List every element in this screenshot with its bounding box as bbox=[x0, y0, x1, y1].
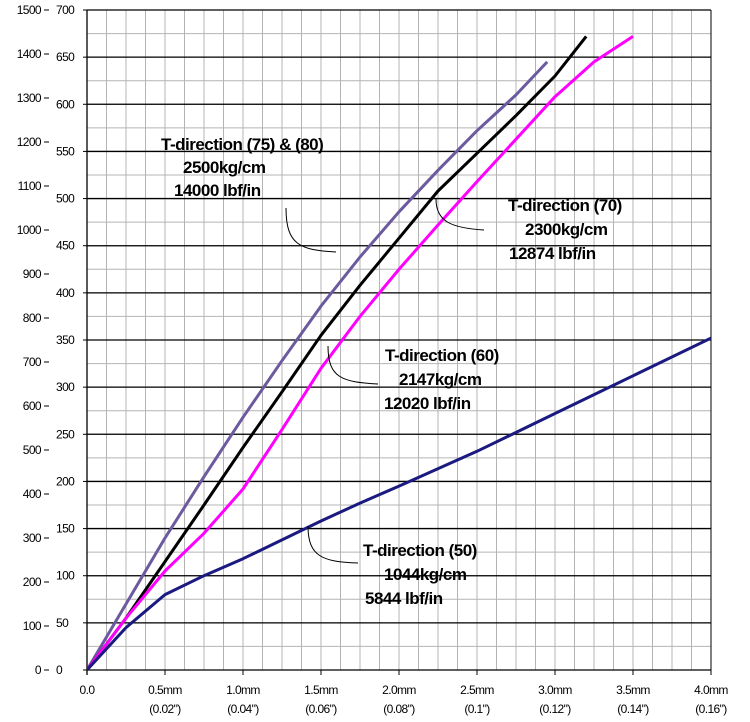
y-tick-label-inner: 200 bbox=[56, 474, 75, 488]
x-tick-sublabel: (0.14") bbox=[617, 702, 649, 716]
y-tick-label-outer: 1400 bbox=[17, 47, 42, 61]
annotation-0-line-2: 14000 lbf/in bbox=[174, 181, 261, 200]
y-tick-label-outer: 1200 bbox=[17, 135, 42, 149]
annotation-3-line-0: T-direction (50) bbox=[363, 541, 477, 560]
annotation-0-line-0: T-direction (75) & (80) bbox=[161, 135, 323, 154]
x-tick-label: 1.0mm bbox=[226, 683, 260, 697]
annotation-0-line-1: 2500kg/cm bbox=[183, 158, 266, 177]
annotation-2-line-1: 2147kg/cm bbox=[399, 370, 482, 389]
y-tick-label-inner: 100 bbox=[56, 569, 75, 583]
y-tick-label-inner: 550 bbox=[56, 144, 75, 158]
series-line-1 bbox=[87, 35, 588, 670]
x-tick-sublabel: (0.1") bbox=[464, 702, 490, 716]
annotation-2-line-0: T-direction (60) bbox=[385, 346, 499, 365]
x-tick-label: 2.5mm bbox=[460, 683, 494, 697]
y-tick-label-outer: 200 bbox=[23, 575, 42, 589]
annotation-1-line-1: 2300kg/cm bbox=[525, 220, 608, 239]
annotation-leader-3 bbox=[307, 525, 359, 564]
y-tick-label-inner: 350 bbox=[56, 333, 75, 347]
series-line-3 bbox=[87, 336, 711, 670]
y-tick-label-inner: 500 bbox=[56, 192, 75, 206]
annotation-leader-0 bbox=[285, 207, 337, 253]
annotation-3-line-2: 5844 lbf/in bbox=[365, 589, 443, 608]
x-tick-label: 1.5mm bbox=[304, 683, 338, 697]
y-tick-label-outer: 900 bbox=[23, 267, 42, 281]
y-tick-label-outer: 100 bbox=[23, 619, 42, 633]
series-lines bbox=[87, 35, 711, 670]
y-tick-label-outer: 500 bbox=[23, 443, 42, 457]
x-tick-sublabel: (0.06") bbox=[305, 702, 337, 716]
annotation-leaders bbox=[285, 198, 485, 564]
y-tick-label-outer: 400 bbox=[23, 487, 42, 501]
x-tick-label: 3.5mm bbox=[616, 683, 650, 697]
y-tick-label-inner: 50 bbox=[56, 616, 69, 630]
annotations: T-direction (75) & (80) 2500kg/cm 14000 lb… bbox=[161, 135, 622, 608]
y-tick-label-inner: 300 bbox=[56, 380, 75, 394]
annotation-leader-2 bbox=[327, 345, 379, 385]
y-tick-label-outer: 600 bbox=[23, 399, 42, 413]
y-tick-label-inner: 600 bbox=[56, 97, 75, 111]
annotation-3-line-1: 1044kg/cm bbox=[384, 565, 467, 584]
x-tick-label: 0.0 bbox=[80, 683, 96, 697]
x-tick-sublabel: (0.04") bbox=[227, 702, 259, 716]
y-tick-label-outer: 1000 bbox=[17, 223, 42, 237]
x-tick-sublabel: (0.08") bbox=[383, 702, 415, 716]
y-tick-label-outer: 1500 bbox=[17, 3, 42, 17]
y-tick-label-inner: 700 bbox=[56, 3, 75, 17]
y-tick-label-outer: 0 bbox=[35, 663, 42, 677]
x-tick-label: 0.5mm bbox=[148, 683, 182, 697]
axes bbox=[44, 9, 712, 675]
x-tick-label: 3.0mm bbox=[538, 683, 572, 697]
y-tick-label-inner: 450 bbox=[56, 239, 75, 253]
y-tick-label-outer: 700 bbox=[23, 355, 42, 369]
series-line-2 bbox=[87, 35, 634, 670]
y-tick-label-outer: 300 bbox=[23, 531, 42, 545]
annotation-1-line-2: 12874 lbf/in bbox=[509, 244, 596, 263]
annotation-leader-1 bbox=[435, 198, 485, 231]
x-tick-label: 2.0mm bbox=[382, 683, 416, 697]
y-tick-label-outer: 800 bbox=[23, 311, 42, 325]
x-tick-label: 4.0mm bbox=[694, 683, 728, 697]
y-tick-label-inner: 150 bbox=[56, 522, 75, 536]
series-line-0 bbox=[87, 60, 549, 670]
y-tick-label-inner: 250 bbox=[56, 427, 75, 441]
x-tick-sublabel: (0.12") bbox=[539, 702, 571, 716]
x-tick-sublabel: (0.02") bbox=[149, 702, 181, 716]
y-tick-label-outer: 1100 bbox=[18, 179, 42, 193]
annotation-1-line-0: T-direction (70) bbox=[508, 196, 622, 215]
grid bbox=[86, 9, 712, 671]
annotation-2-line-2: 12020 lbf/in bbox=[384, 394, 471, 413]
x-tick-sublabel: (0.16") bbox=[695, 702, 727, 716]
y-tick-label-inner: 400 bbox=[56, 286, 75, 300]
y-tick-label-outer: 1300 bbox=[17, 91, 42, 105]
tick-labels: 0.0 0.5mm (0.02") 1.0mm (0.04") 1.5mm (0.06") 2… bbox=[17, 3, 729, 716]
y-tick-label-inner: 0 bbox=[56, 663, 63, 677]
y-tick-label-inner: 650 bbox=[56, 50, 75, 64]
